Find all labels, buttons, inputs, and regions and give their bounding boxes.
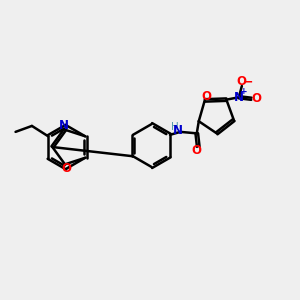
Text: N: N xyxy=(59,119,69,132)
Text: N: N xyxy=(173,124,183,137)
Text: +: + xyxy=(240,87,248,96)
Text: −: − xyxy=(242,76,253,89)
Text: O: O xyxy=(61,162,71,175)
Text: H: H xyxy=(171,122,179,132)
Text: N: N xyxy=(234,91,244,104)
Text: O: O xyxy=(251,92,261,105)
Text: O: O xyxy=(201,90,211,103)
Text: O: O xyxy=(237,75,247,88)
Text: O: O xyxy=(191,144,201,157)
